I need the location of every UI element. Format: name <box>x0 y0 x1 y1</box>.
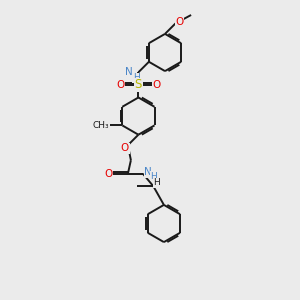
Text: O: O <box>152 80 160 90</box>
Text: O: O <box>175 17 184 27</box>
Text: CH₃: CH₃ <box>93 121 110 130</box>
Text: N: N <box>125 67 133 77</box>
Text: O: O <box>116 80 124 90</box>
Text: S: S <box>135 78 142 92</box>
Text: N: N <box>144 167 152 177</box>
Text: H: H <box>133 73 140 82</box>
Text: H: H <box>150 172 157 181</box>
Text: H: H <box>154 178 160 187</box>
Text: O: O <box>104 169 112 179</box>
Text: O: O <box>121 143 129 153</box>
